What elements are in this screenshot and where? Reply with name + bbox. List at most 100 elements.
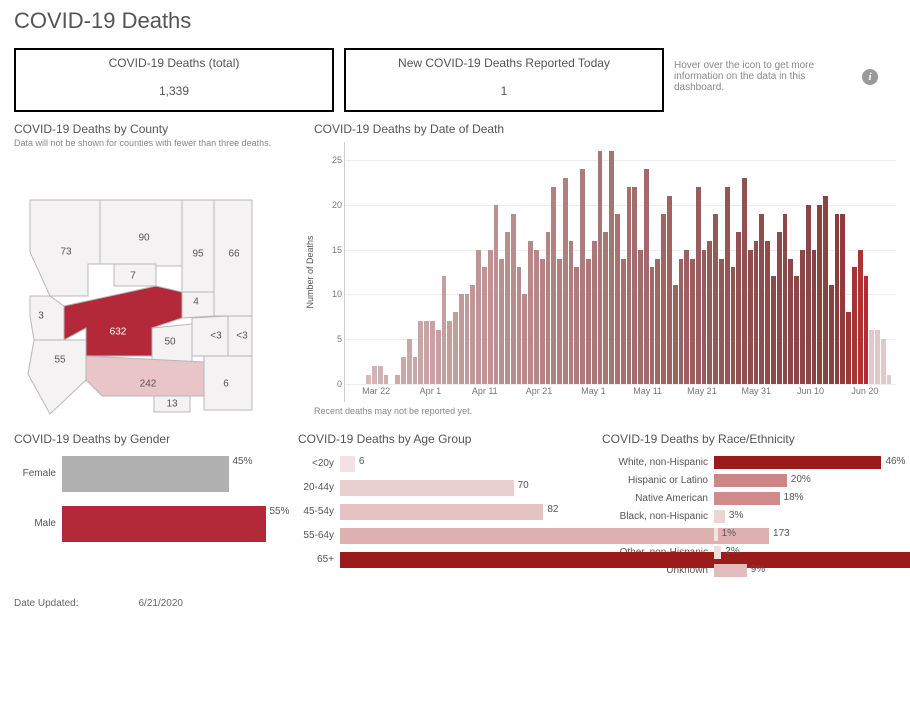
date-bar[interactable] [517, 267, 522, 384]
date-bar[interactable] [447, 321, 452, 384]
date-bar[interactable] [835, 214, 840, 384]
date-bar[interactable] [615, 214, 620, 384]
date-bar[interactable] [470, 285, 475, 384]
date-chart[interactable]: Number of Deaths 0510152025 Mar 22Apr 1A… [314, 142, 896, 402]
date-bar[interactable] [378, 366, 383, 384]
date-bar[interactable] [887, 375, 892, 384]
date-bar[interactable] [702, 250, 707, 384]
date-bar[interactable] [488, 250, 493, 384]
date-bar[interactable] [546, 232, 551, 384]
hbar-row[interactable]: Native American18% [602, 492, 896, 505]
date-bar[interactable] [679, 259, 684, 384]
date-bar[interactable] [407, 339, 412, 384]
date-bar[interactable] [650, 267, 655, 384]
date-bar[interactable] [482, 267, 487, 384]
hbar-row[interactable]: Male55% [14, 506, 284, 542]
hbar-row[interactable]: 65+1,008 [298, 552, 588, 568]
date-bar[interactable] [395, 375, 400, 384]
date-bar[interactable] [852, 267, 857, 384]
hbar-row[interactable]: <20y6 [298, 456, 588, 472]
date-bar[interactable] [430, 321, 435, 384]
date-bar[interactable] [511, 214, 516, 384]
date-bar[interactable] [690, 259, 695, 384]
date-bar[interactable] [372, 366, 377, 384]
date-bar[interactable] [800, 250, 805, 384]
date-bar[interactable] [655, 259, 660, 384]
date-bar[interactable] [522, 294, 527, 384]
date-bar[interactable] [748, 250, 753, 384]
date-bar[interactable] [499, 259, 504, 384]
date-bar[interactable] [632, 187, 637, 384]
date-bar[interactable] [731, 267, 736, 384]
date-bar[interactable] [413, 357, 418, 384]
date-bar[interactable] [759, 214, 764, 384]
date-bar[interactable] [858, 250, 863, 384]
date-bar[interactable] [765, 241, 770, 384]
date-bar[interactable] [627, 187, 632, 384]
date-bar[interactable] [494, 205, 499, 384]
hbar-row[interactable]: Black, non-Hispanic3% [602, 510, 896, 523]
date-bar[interactable] [563, 178, 568, 384]
date-bar[interactable] [580, 169, 585, 384]
date-bar[interactable] [505, 232, 510, 384]
date-bar[interactable] [453, 312, 458, 384]
date-bar[interactable] [638, 250, 643, 384]
hbar-row[interactable]: 55-64y173 [298, 528, 588, 544]
date-bar[interactable] [418, 321, 423, 384]
date-bar[interactable] [673, 285, 678, 384]
date-bar[interactable] [719, 259, 724, 384]
date-bar[interactable] [667, 196, 672, 384]
date-bar[interactable] [557, 259, 562, 384]
date-bar[interactable] [707, 241, 712, 384]
date-bar[interactable] [476, 250, 481, 384]
date-bar[interactable] [592, 241, 597, 384]
date-bar[interactable] [736, 232, 741, 384]
date-bar[interactable] [812, 250, 817, 384]
date-bar[interactable] [846, 312, 851, 384]
date-bar[interactable] [586, 259, 591, 384]
date-bar[interactable] [465, 294, 470, 384]
date-bar[interactable] [644, 169, 649, 384]
date-bar[interactable] [574, 267, 579, 384]
hbar-row[interactable]: 20-44y70 [298, 480, 588, 496]
age-chart[interactable]: <20y6 20-44y70 45-54y82 55-64y173 65+1,008 [298, 456, 588, 568]
date-bar[interactable] [840, 214, 845, 384]
date-bar[interactable] [569, 241, 574, 384]
date-bar[interactable] [661, 214, 666, 384]
date-bar[interactable] [864, 276, 869, 384]
date-bar[interactable] [534, 250, 539, 384]
date-bar[interactable] [823, 196, 828, 384]
date-bar[interactable] [754, 241, 759, 384]
date-bar[interactable] [696, 187, 701, 384]
date-bar[interactable] [869, 330, 874, 384]
date-bar[interactable] [401, 357, 406, 384]
date-bar[interactable] [551, 187, 556, 384]
date-bar[interactable] [777, 232, 782, 384]
date-bar[interactable] [621, 259, 626, 384]
date-bar[interactable] [794, 276, 799, 384]
date-bar[interactable] [684, 250, 689, 384]
date-bar[interactable] [829, 285, 834, 384]
date-bar[interactable] [788, 259, 793, 384]
date-bar[interactable] [540, 259, 545, 384]
date-bar[interactable] [598, 151, 603, 384]
date-bar[interactable] [713, 214, 718, 384]
date-bar[interactable] [881, 339, 886, 384]
date-bar[interactable] [459, 294, 464, 384]
gender-chart[interactable]: Female45% Male55% [14, 456, 284, 542]
date-bar[interactable] [771, 276, 776, 384]
date-bar[interactable] [528, 241, 533, 384]
date-bar[interactable] [424, 321, 429, 384]
hbar-row[interactable]: Hispanic or Latino20% [602, 474, 896, 487]
hbar-row[interactable]: 45-54y82 [298, 504, 588, 520]
date-bar[interactable] [783, 214, 788, 384]
date-bar[interactable] [817, 205, 822, 384]
date-bar[interactable] [806, 205, 811, 384]
info-icon[interactable]: i [862, 69, 878, 85]
hbar-row[interactable]: Female45% [14, 456, 284, 492]
date-bar[interactable] [875, 330, 880, 384]
date-bar[interactable] [366, 375, 371, 384]
date-bar[interactable] [442, 276, 447, 384]
date-bar[interactable] [742, 178, 747, 384]
date-bar[interactable] [609, 151, 614, 384]
